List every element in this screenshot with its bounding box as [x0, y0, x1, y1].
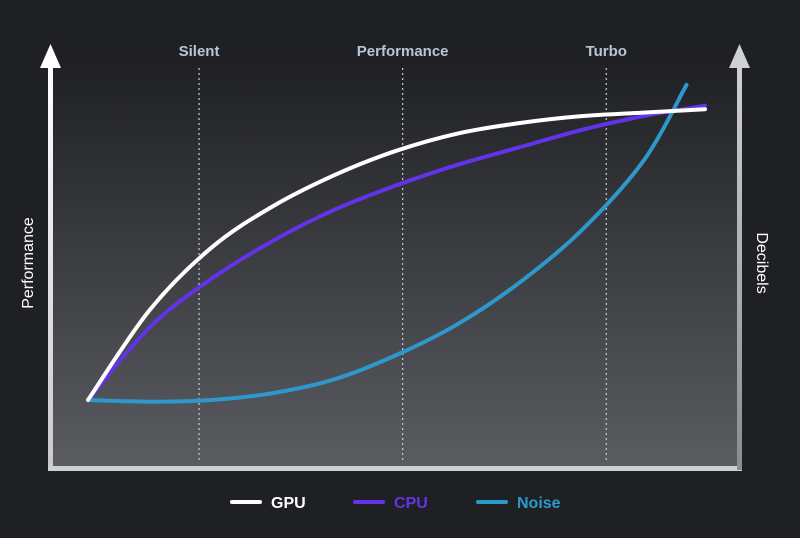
mode-label-turbo: Turbo [586, 43, 627, 60]
right-axis [737, 60, 742, 470]
legend: GPU CPU Noise [230, 495, 561, 512]
left-axis-label: Performance [20, 217, 37, 309]
series-cpu-line [86, 103, 707, 402]
mode-label-silent: Silent [179, 43, 220, 60]
mode-labels: Silent Performance Turbo [179, 43, 627, 60]
right-axis-arrow [729, 44, 750, 68]
legend-label-noise: Noise [517, 495, 561, 512]
legend-label-cpu: CPU [394, 495, 428, 512]
left-axis-arrow [40, 44, 61, 68]
mode-lines [198, 68, 607, 460]
plot-area [52, 60, 738, 468]
legend-label-gpu: GPU [271, 495, 306, 512]
left-axis [48, 60, 53, 470]
series-lines [86, 82, 707, 404]
series-noise-line [86, 82, 689, 404]
x-axis [48, 466, 742, 471]
mode-label-performance: Performance [357, 43, 449, 60]
right-axis-label: Decibels [753, 232, 770, 293]
series-gpu-line [86, 107, 707, 402]
